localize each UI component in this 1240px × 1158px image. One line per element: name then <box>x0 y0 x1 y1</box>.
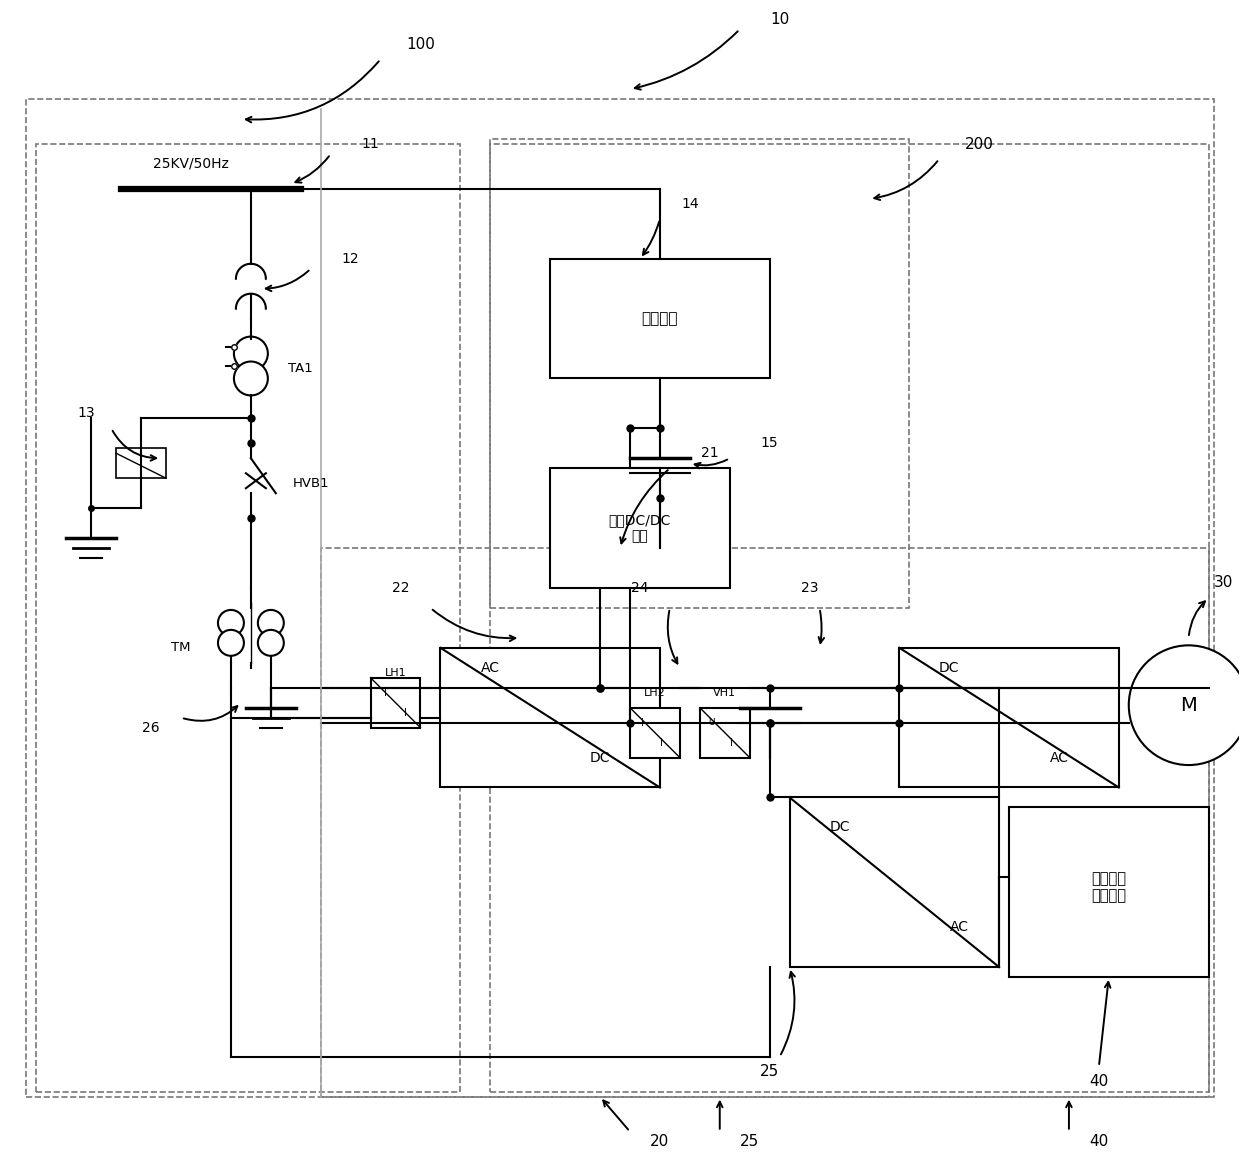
Text: VH1: VH1 <box>713 688 737 698</box>
Text: 21: 21 <box>701 446 719 460</box>
Bar <box>117 448 166 478</box>
Text: 10: 10 <box>770 12 789 27</box>
Text: I: I <box>384 688 387 698</box>
Circle shape <box>218 610 244 636</box>
Text: LH1: LH1 <box>384 668 407 677</box>
Text: 25KV/50Hz: 25KV/50Hz <box>153 157 229 171</box>
Bar <box>36 144 460 1092</box>
Text: 26: 26 <box>143 720 160 734</box>
Bar <box>551 258 770 379</box>
Text: 12: 12 <box>342 251 360 266</box>
Text: 40: 40 <box>1089 1075 1109 1090</box>
Text: TA1: TA1 <box>289 362 314 375</box>
Text: 100: 100 <box>405 37 435 52</box>
Text: AC: AC <box>1049 750 1069 764</box>
Bar <box>26 100 1214 1097</box>
Text: 24: 24 <box>631 581 649 595</box>
Text: I: I <box>641 718 644 727</box>
Circle shape <box>1128 645 1240 765</box>
Bar <box>490 144 1209 1092</box>
Bar <box>790 798 999 967</box>
Text: 40: 40 <box>1089 1134 1109 1149</box>
Text: DC: DC <box>590 750 610 764</box>
Text: I: I <box>730 738 733 748</box>
Text: 25: 25 <box>760 1064 779 1079</box>
Text: 200: 200 <box>965 137 993 152</box>
Text: 14: 14 <box>681 197 698 211</box>
Text: AC: AC <box>481 661 500 675</box>
Text: 25: 25 <box>740 1134 759 1149</box>
Bar <box>371 677 420 727</box>
Text: DC: DC <box>830 820 849 835</box>
Circle shape <box>218 630 244 655</box>
Bar <box>551 468 729 588</box>
Bar <box>630 708 680 757</box>
Text: AC: AC <box>950 921 968 935</box>
Circle shape <box>234 337 268 371</box>
Circle shape <box>258 610 284 636</box>
Text: 双向DC/DC
模块: 双向DC/DC 模块 <box>609 513 671 543</box>
Text: 30: 30 <box>1214 576 1234 591</box>
Text: I: I <box>404 708 407 718</box>
Bar <box>899 647 1118 787</box>
Text: LH2: LH2 <box>644 688 666 698</box>
Text: DC: DC <box>939 661 960 675</box>
Text: 13: 13 <box>77 406 95 420</box>
Text: 22: 22 <box>392 581 409 595</box>
Bar <box>440 647 660 787</box>
Text: TM: TM <box>171 642 191 654</box>
Bar <box>321 548 1209 1097</box>
Bar <box>490 139 909 608</box>
Circle shape <box>258 630 284 655</box>
Text: U: U <box>708 718 715 727</box>
Text: I: I <box>661 738 663 748</box>
Text: 充电模块: 充电模块 <box>641 312 678 327</box>
Bar <box>1009 807 1209 977</box>
Text: 23: 23 <box>801 581 818 595</box>
Bar <box>699 708 750 757</box>
Text: HVB1: HVB1 <box>293 477 329 490</box>
Circle shape <box>234 361 268 395</box>
Text: 15: 15 <box>761 437 779 450</box>
Text: 20: 20 <box>650 1134 670 1149</box>
Text: 整车其它
用电设备: 整车其它 用电设备 <box>1091 871 1126 903</box>
Text: M: M <box>1180 696 1197 714</box>
Text: 11: 11 <box>362 137 379 151</box>
